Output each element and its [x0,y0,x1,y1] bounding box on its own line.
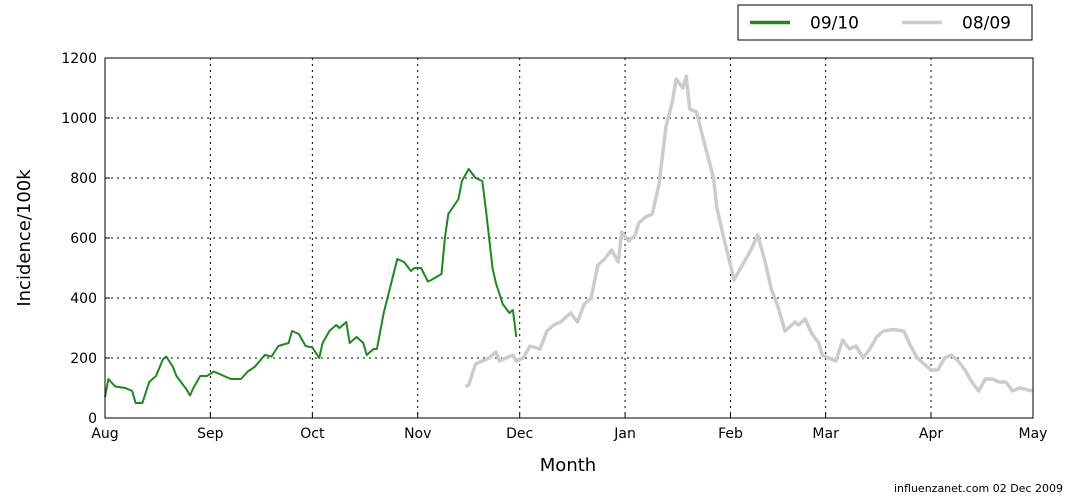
y-tick-label: 600 [70,231,97,247]
y-axis-label: Incidence/100k [14,169,35,307]
legend-label: 08/09 [962,14,1011,34]
x-tick-label: Apr [919,426,943,442]
x-tick-label: Jan [613,426,636,442]
line-series [464,74,1034,393]
y-tick-label: 1200 [61,51,97,67]
y-tick-label: 1000 [61,111,97,127]
footer: influenzanet.com 02 Dec 2009 [894,482,1063,495]
y-tick-label: 800 [70,171,97,187]
line-series [104,168,518,404]
y-tick-label: 200 [70,351,97,367]
x-tick-label: Aug [91,426,118,442]
x-tick-label: Mar [812,426,839,442]
x-tick-label: Sep [197,426,224,442]
x-axis-label: Month [540,455,596,476]
y-tick-label: 400 [70,291,97,307]
plot-frame [104,57,1034,419]
x-tick-label: Dec [506,426,533,442]
x-tick-label: Nov [404,426,431,442]
x-tick-label: Oct [300,426,325,442]
legend-label: 09/10 [810,14,859,34]
x-tick-label: May [1019,426,1048,442]
y-tick-label: 0 [88,411,97,427]
x-tick-label: Feb [718,426,743,442]
